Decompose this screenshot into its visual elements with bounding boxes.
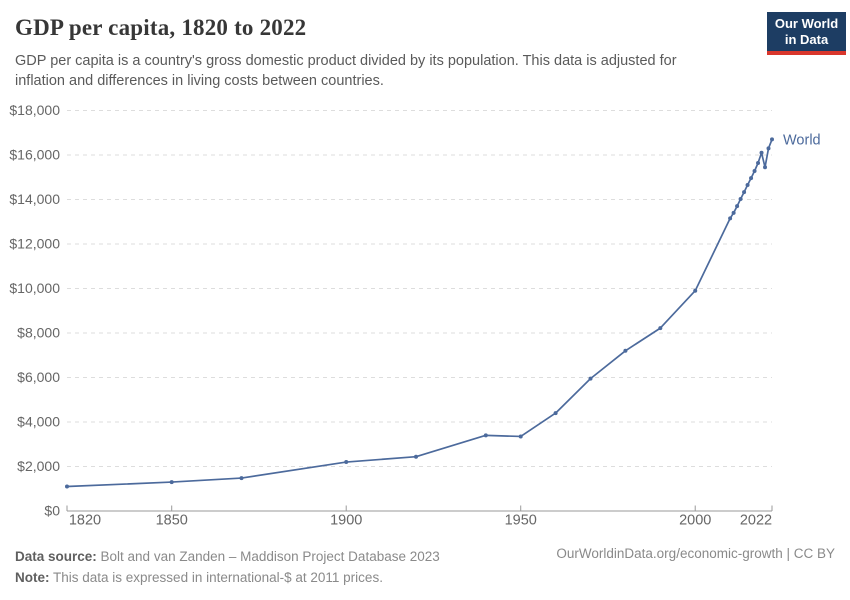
owid-logo-redbar xyxy=(767,51,846,55)
data-point[interactable] xyxy=(770,137,774,142)
data-source-label: Data source: xyxy=(15,549,97,564)
data-point[interactable] xyxy=(731,210,736,215)
x-axis-tick-label: 1900 xyxy=(330,513,362,529)
data-point[interactable] xyxy=(239,476,244,481)
y-axis-tick-label: $2,000 xyxy=(17,458,60,474)
owid-logo[interactable]: Our World in Data xyxy=(767,12,846,55)
chart-subtitle: GDP per capita is a country's gross dome… xyxy=(15,52,677,90)
x-axis-tick-label: 2000 xyxy=(679,513,711,529)
data-point[interactable] xyxy=(693,288,698,293)
x-axis-tick-label: 2022 xyxy=(740,513,772,529)
data-point[interactable] xyxy=(169,480,174,485)
x-axis-tick-label: 1850 xyxy=(156,513,188,529)
data-point[interactable] xyxy=(766,146,771,151)
y-axis-tick-label: $8,000 xyxy=(17,325,60,341)
data-point[interactable] xyxy=(518,434,523,439)
data-point[interactable] xyxy=(483,433,488,438)
data-point[interactable] xyxy=(735,204,740,209)
y-axis-tick-label: $0 xyxy=(44,503,60,519)
series-end-label[interactable]: World xyxy=(783,132,821,148)
y-axis-tick-label: $12,000 xyxy=(9,236,60,252)
chart-header: GDP per capita, 1820 to 2022 GDP per cap… xyxy=(15,14,745,92)
data-point[interactable] xyxy=(65,484,69,489)
data-source-text: Bolt and van Zanden – Maddison Project D… xyxy=(96,549,440,564)
data-point[interactable] xyxy=(414,454,419,459)
y-axis-tick-label: $4,000 xyxy=(17,414,60,430)
page-title: GDP per capita, 1820 to 2022 xyxy=(15,15,307,40)
data-point[interactable] xyxy=(749,176,754,181)
owid-logo-line2: in Data xyxy=(784,32,829,47)
y-axis-tick-label: $6,000 xyxy=(17,369,60,385)
data-point[interactable] xyxy=(553,411,558,416)
line-chart-canvas: $0 $2,000 $4,000 $6,000 $8,000 $10,000 $12,000… xyxy=(9,102,821,529)
data-point[interactable] xyxy=(738,197,743,202)
data-point[interactable] xyxy=(763,165,768,170)
data-point[interactable] xyxy=(658,326,663,331)
y-axis-tick-label: $16,000 xyxy=(9,147,60,163)
owid-logo-line1: Our World xyxy=(774,16,839,31)
footer-link-license[interactable]: OurWorldinData.org/economic-growth | CC … xyxy=(556,546,835,561)
data-source-line: Data source: Bolt and van Zanden – Maddi… xyxy=(15,546,835,567)
y-axis-tick-label: $14,000 xyxy=(9,191,60,207)
y-axis-tick-label: $10,000 xyxy=(9,280,60,296)
y-axis-tick-label: $18,000 xyxy=(9,102,60,118)
x-axis-tick-label: 1820 xyxy=(69,513,101,529)
owid-logo-text: Our World in Data xyxy=(767,12,846,51)
note-line: Note: This data is expressed in internat… xyxy=(15,567,835,588)
note-text: This data is expressed in international-… xyxy=(49,570,383,585)
data-point[interactable] xyxy=(623,348,628,353)
data-point[interactable] xyxy=(759,150,764,155)
data-point[interactable] xyxy=(742,190,747,195)
note-label: Note: xyxy=(15,570,50,585)
data-point[interactable] xyxy=(588,376,593,381)
data-point[interactable] xyxy=(344,460,349,465)
x-axis-tick-label: 1950 xyxy=(505,513,537,529)
data-point[interactable] xyxy=(752,169,757,174)
chart-footer: Data source: Bolt and van Zanden – Maddi… xyxy=(15,546,835,588)
data-point[interactable] xyxy=(745,183,750,188)
data-point[interactable] xyxy=(756,161,761,166)
data-line-world[interactable] xyxy=(66,138,773,488)
data-point[interactable] xyxy=(728,216,733,221)
